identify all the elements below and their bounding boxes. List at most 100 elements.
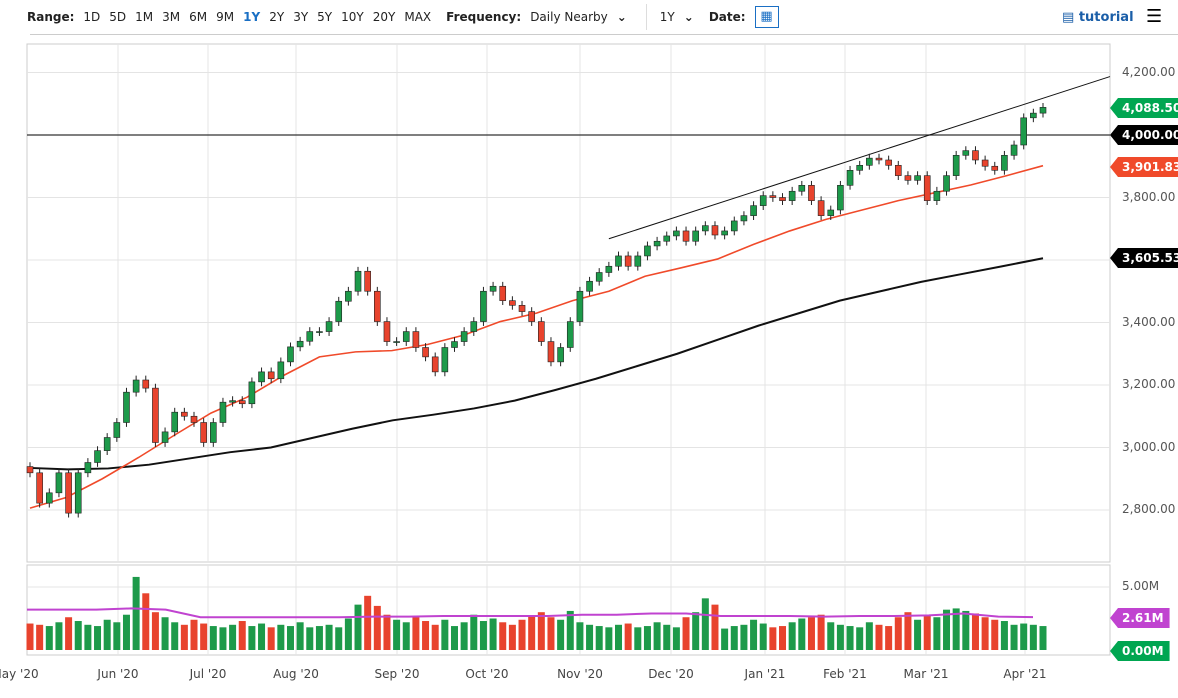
date-label: Date: xyxy=(708,10,746,24)
volume-bar xyxy=(798,618,806,650)
volume-bar xyxy=(335,627,343,650)
range-max[interactable]: MAX xyxy=(404,10,432,24)
price-tick-label: 4,200.00 xyxy=(1122,64,1176,79)
volume-bar xyxy=(711,604,719,650)
volume-bar xyxy=(113,622,121,650)
volume-bar xyxy=(354,604,362,650)
volume-bar xyxy=(161,617,169,650)
divider xyxy=(645,4,647,30)
volume-bar xyxy=(402,622,410,650)
candle-body xyxy=(258,371,265,383)
range-10y[interactable]: 10Y xyxy=(341,10,364,24)
range-9m[interactable]: 9M xyxy=(216,10,235,24)
candle-body xyxy=(624,255,632,267)
volume-bar xyxy=(615,624,623,650)
candle-body xyxy=(181,411,188,417)
volume-bar xyxy=(885,626,893,650)
candle-body xyxy=(962,150,970,156)
volume-bar xyxy=(1029,624,1037,650)
volume-bar xyxy=(856,627,864,650)
volume-bar xyxy=(325,624,333,650)
candle-body xyxy=(1030,112,1037,119)
candle-body xyxy=(798,185,806,192)
volume-bar xyxy=(26,623,34,650)
range-1d[interactable]: 1D xyxy=(83,10,101,24)
candle-body xyxy=(711,225,719,236)
volume-bar xyxy=(1020,623,1028,650)
candle-body xyxy=(441,347,449,373)
candle-body xyxy=(287,346,294,363)
volume-bar xyxy=(971,613,979,650)
candle-body xyxy=(422,347,429,358)
month-tick-label: Feb '21 xyxy=(823,667,867,681)
candle-body xyxy=(55,472,63,494)
month-tick-label: Mar '21 xyxy=(903,667,949,681)
candle-body xyxy=(277,361,285,380)
candle-body xyxy=(827,209,835,216)
volume-bar xyxy=(315,626,323,650)
volume-bar xyxy=(450,626,458,650)
volume-bar xyxy=(171,622,179,650)
volume-bar xyxy=(383,614,391,650)
month-tick-label: Jul '20 xyxy=(189,667,227,681)
month-tick-label: Oct '20 xyxy=(465,667,509,681)
volume-bar xyxy=(209,626,217,650)
volume-bar xyxy=(267,627,275,650)
candle-body xyxy=(759,195,767,206)
candle-body xyxy=(788,190,796,201)
volume-bar xyxy=(769,627,777,650)
volume-bar xyxy=(846,626,854,650)
candle-body xyxy=(576,290,584,322)
volume-bar xyxy=(1039,626,1047,650)
candle-body xyxy=(374,290,381,322)
candle-body xyxy=(518,305,526,312)
range-3m[interactable]: 3M xyxy=(162,10,181,24)
volume-bar xyxy=(557,619,565,650)
price-tick-label: 3,200.00 xyxy=(1122,377,1176,391)
candle-body xyxy=(673,230,680,237)
candle-body xyxy=(219,401,227,423)
calendar-icon[interactable]: ▦ xyxy=(754,6,779,28)
price-tick-label: 3,400.00 xyxy=(1122,314,1176,329)
volume-bar xyxy=(701,598,709,650)
hamburger-icon[interactable]: ☰ xyxy=(1146,6,1163,27)
volume-bar xyxy=(788,622,796,650)
volume-bar xyxy=(730,626,738,650)
volume-bar xyxy=(229,624,237,650)
range-1m[interactable]: 1M xyxy=(135,10,154,24)
candle-body xyxy=(94,450,101,463)
range-1y[interactable]: 1Y xyxy=(243,10,261,24)
candle-body xyxy=(769,195,777,198)
range-3y[interactable]: 3Y xyxy=(293,10,309,24)
header-divider xyxy=(30,34,1178,35)
range-5y[interactable]: 5Y xyxy=(317,10,333,24)
volume-bar xyxy=(151,612,159,650)
candle-body xyxy=(210,422,217,443)
range-2y[interactable]: 2Y xyxy=(269,10,285,24)
candle-body xyxy=(402,331,410,342)
volume-bar xyxy=(827,622,835,650)
candle-body xyxy=(65,472,72,514)
candle-body xyxy=(682,230,690,242)
month-tick-label: Aug '20 xyxy=(273,667,319,681)
tutorial-link[interactable]: ▤ tutorial xyxy=(1062,10,1134,25)
candle-body xyxy=(923,175,931,201)
volume-bar xyxy=(122,614,130,650)
volume-bar xyxy=(277,624,285,650)
volume-bar xyxy=(682,617,690,650)
volume-bar xyxy=(547,617,555,650)
candle-body xyxy=(393,341,400,343)
volume-bar xyxy=(103,619,111,650)
range-5d[interactable]: 5D xyxy=(109,10,127,24)
volume-bar xyxy=(952,608,960,650)
ma-black-tag: 3,605.53 xyxy=(1110,248,1178,268)
chevron-down-icon[interactable]: ⌄ xyxy=(683,10,694,24)
period-select[interactable]: 1Y xyxy=(659,10,675,24)
range-20y[interactable]: 20Y xyxy=(372,10,396,24)
candle-body xyxy=(933,190,941,201)
chevron-down-icon[interactable]: ⌄ xyxy=(616,10,627,24)
range-6m[interactable]: 6M xyxy=(189,10,208,24)
frequency-select[interactable]: Daily Nearby xyxy=(530,10,608,24)
candle-body xyxy=(866,157,873,166)
